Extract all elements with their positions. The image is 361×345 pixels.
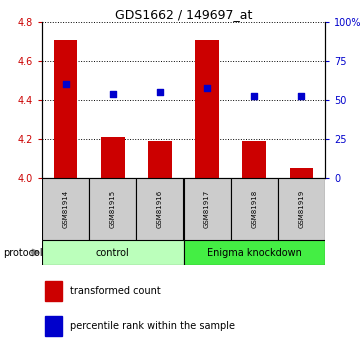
Bar <box>89 178 136 240</box>
Text: Enigma knockdown: Enigma knockdown <box>207 247 302 257</box>
Text: GSM81916: GSM81916 <box>157 190 163 228</box>
Text: GSM81918: GSM81918 <box>251 190 257 228</box>
Point <box>251 93 257 99</box>
Text: control: control <box>96 247 130 257</box>
Bar <box>183 240 325 265</box>
Point <box>204 86 210 91</box>
Bar <box>45 316 62 336</box>
Bar <box>136 178 183 240</box>
Bar <box>148 141 172 178</box>
Bar <box>54 40 77 178</box>
Bar <box>290 168 313 178</box>
Bar <box>101 137 125 178</box>
Text: percentile rank within the sample: percentile rank within the sample <box>70 321 235 331</box>
Text: GSM81914: GSM81914 <box>62 190 69 228</box>
Title: GDS1662 / 149697_at: GDS1662 / 149697_at <box>115 8 252 21</box>
Bar <box>183 178 231 240</box>
Bar <box>243 141 266 178</box>
Point <box>110 91 116 97</box>
Point <box>63 82 69 87</box>
Bar <box>42 178 89 240</box>
Text: transformed count: transformed count <box>70 286 161 296</box>
Bar <box>278 178 325 240</box>
Point <box>299 93 304 99</box>
Text: protocol: protocol <box>4 247 43 257</box>
Point <box>157 89 163 95</box>
Text: GSM81917: GSM81917 <box>204 190 210 228</box>
Text: GSM81919: GSM81919 <box>299 190 304 228</box>
Bar <box>195 40 219 178</box>
Bar <box>45 281 62 301</box>
Bar <box>231 178 278 240</box>
Bar <box>42 240 183 265</box>
Text: GSM81915: GSM81915 <box>110 190 116 228</box>
